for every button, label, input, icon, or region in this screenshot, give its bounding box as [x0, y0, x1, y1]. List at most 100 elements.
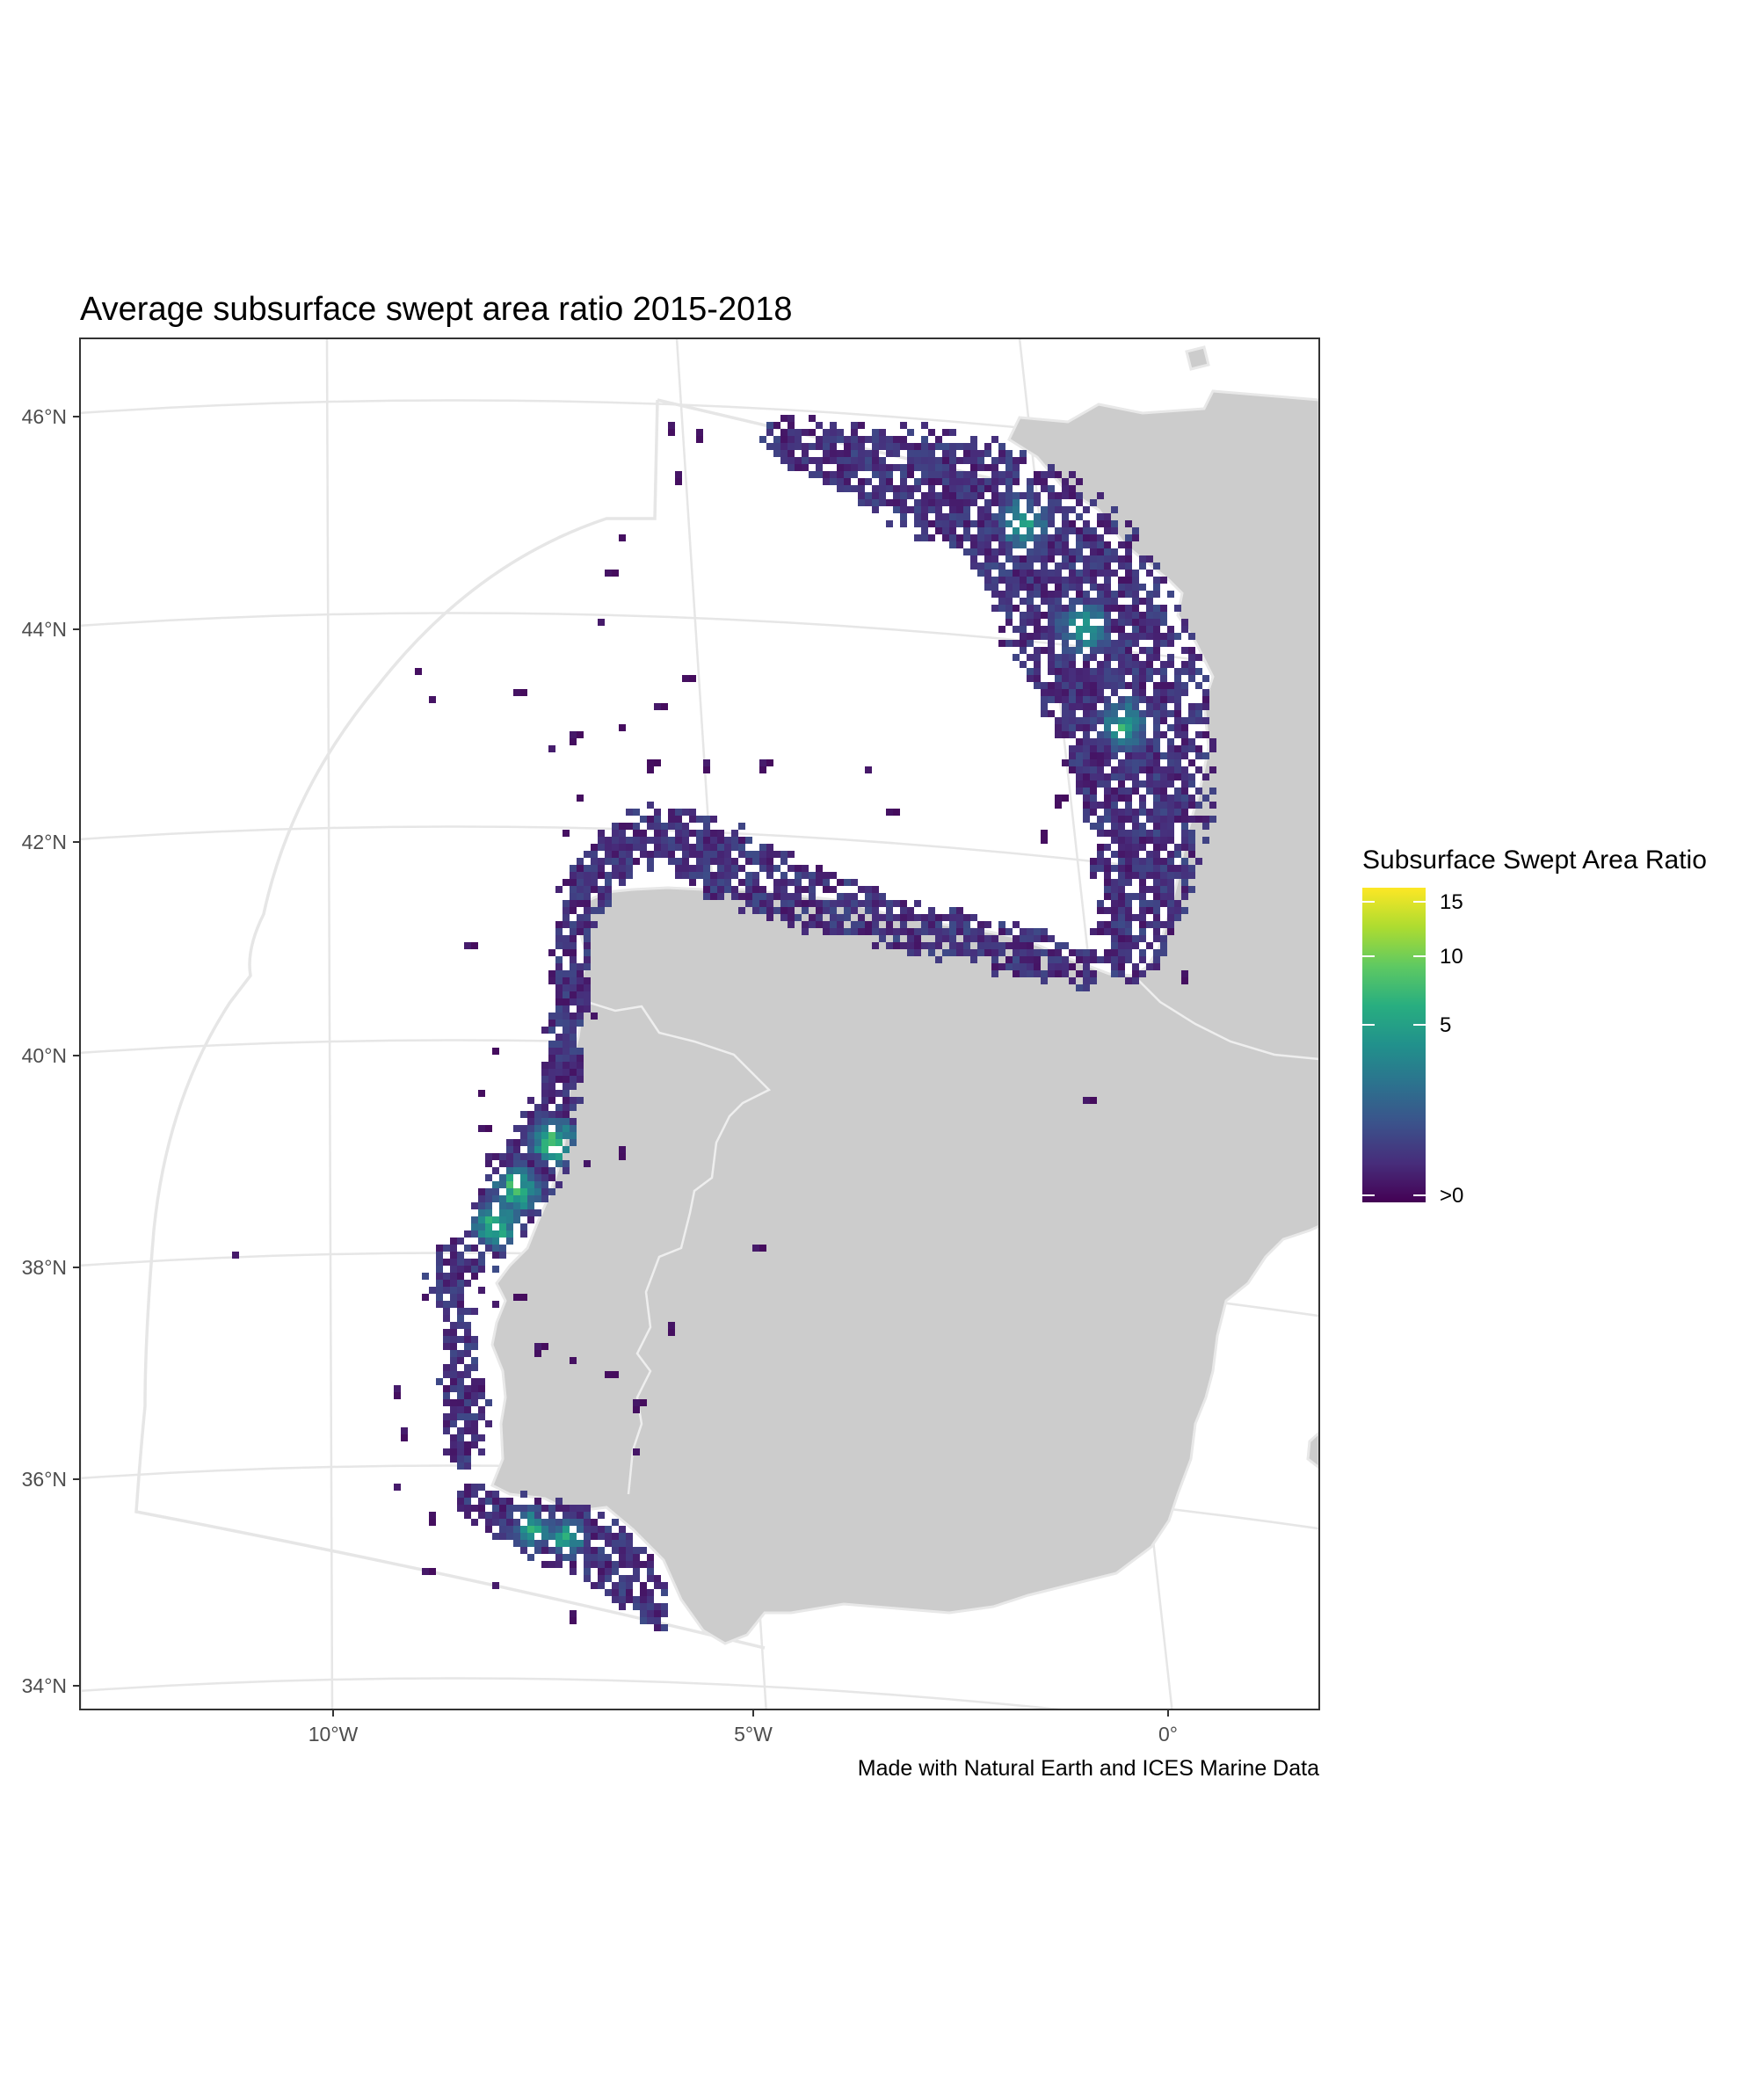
heatmap-cell — [506, 1202, 513, 1209]
heatmap-cell — [879, 900, 886, 907]
heatmap-cell — [471, 1336, 478, 1343]
heatmap-cell — [949, 935, 956, 942]
heatmap-cell — [1132, 598, 1139, 605]
heatmap-cell — [1167, 724, 1174, 731]
heatmap-cell — [1181, 830, 1188, 837]
heatmap-cell — [998, 534, 1005, 541]
heatmap-cell — [970, 928, 977, 935]
heatmap-cell — [619, 1596, 626, 1603]
heatmap-cell — [527, 1146, 534, 1153]
heatmap-cell — [1076, 612, 1083, 619]
heatmap-cell — [1167, 752, 1174, 759]
heatmap-cell — [1160, 837, 1167, 844]
heatmap-cell — [1146, 647, 1153, 654]
heatmap-cell — [457, 1463, 464, 1470]
heatmap-cell — [977, 949, 984, 956]
heatmap-cell — [499, 1181, 506, 1188]
heatmap-cell — [1146, 837, 1153, 844]
heatmap-cell — [1041, 710, 1048, 717]
heatmap-cell — [809, 900, 816, 907]
heatmap-cell — [534, 1526, 541, 1533]
heatmap-cell — [605, 851, 612, 858]
heatmap-cell — [1013, 963, 1020, 970]
heatmap-cell — [984, 555, 991, 563]
heatmap-cell — [1104, 675, 1111, 682]
heatmap-cell — [1132, 717, 1139, 724]
heatmap-cell — [780, 858, 788, 865]
heatmap-cell — [570, 1610, 577, 1617]
heatmap-cell — [1139, 921, 1146, 928]
heatmap-cell — [1062, 605, 1069, 612]
heatmap-cell — [872, 928, 879, 935]
heatmap-cell — [661, 1603, 668, 1610]
heatmap-cell — [478, 1230, 485, 1238]
heatmap-cell — [886, 907, 893, 914]
heatmap-cell — [879, 464, 886, 471]
heatmap-cell — [1041, 591, 1048, 598]
heatmap-cell — [605, 1568, 612, 1575]
heatmap-cell — [963, 450, 970, 457]
heatmap-cell — [1083, 1097, 1090, 1104]
france-spain-border — [1133, 975, 1319, 1061]
heatmap-cell — [527, 1111, 534, 1118]
heatmap-cell — [1146, 703, 1153, 710]
heatmap-cell — [1111, 598, 1118, 605]
heatmap-cell — [802, 429, 809, 436]
heatmap-cell — [471, 1420, 478, 1427]
heatmap-cell — [696, 816, 703, 823]
heatmap-cell — [1069, 598, 1076, 605]
heatmap-cell — [450, 1287, 457, 1294]
heatmap-cell — [1090, 633, 1097, 640]
heatmap-cell — [513, 1167, 520, 1174]
heatmap-cell — [1139, 696, 1146, 703]
heatmap-cell — [1160, 893, 1167, 900]
heatmap-cell — [1132, 654, 1139, 661]
heatmap-cell — [401, 1434, 408, 1441]
heatmap-cell — [513, 1160, 520, 1167]
heatmap-cell — [584, 886, 591, 893]
heatmap-cell — [436, 1378, 443, 1385]
heatmap-cell — [513, 1139, 520, 1146]
heatmap-cell — [780, 914, 788, 921]
heatmap-cell — [802, 865, 809, 872]
heatmap-cell — [563, 1519, 570, 1526]
heatmap-cell — [457, 1491, 464, 1498]
heatmap-cell — [1167, 886, 1174, 893]
heatmap-cell — [555, 956, 563, 963]
heatmap-cell — [1125, 731, 1132, 738]
heatmap-cell — [478, 1385, 485, 1392]
heatmap-cell — [541, 1174, 548, 1181]
heatmap-cell — [1062, 612, 1069, 619]
heatmap-cell — [858, 921, 865, 928]
heatmap-cell — [1125, 935, 1132, 942]
heatmap-cell — [1083, 752, 1090, 759]
heatmap-cell — [1160, 816, 1167, 823]
heatmap-cell — [1076, 478, 1083, 485]
heatmap-cell — [570, 1013, 577, 1020]
heatmap-cell — [1104, 795, 1111, 802]
heatmap-cell — [788, 914, 795, 921]
heatmap-cell — [865, 886, 872, 893]
heatmap-cell — [998, 506, 1005, 513]
heatmap-cell — [928, 949, 935, 956]
heatmap-cell — [1111, 555, 1118, 563]
heatmap-cell — [1090, 780, 1097, 788]
heatmap-cell — [1097, 710, 1104, 717]
heatmap-cell — [598, 830, 605, 837]
heatmap-cell — [752, 872, 759, 879]
heatmap-cell — [1181, 795, 1188, 802]
heatmap-cell — [1097, 584, 1104, 591]
heatmap-cell — [457, 1392, 464, 1399]
heatmap-cell — [1097, 647, 1104, 654]
heatmap-cell — [577, 963, 584, 970]
heatmap-cell — [548, 1076, 555, 1083]
heatmap-cell — [914, 935, 921, 942]
heatmap-cell — [1005, 598, 1013, 605]
heatmap-cell — [577, 1547, 584, 1554]
heatmap-cell — [541, 1118, 548, 1125]
heatmap-cell — [548, 1561, 555, 1568]
heatmap-cell — [1027, 520, 1034, 527]
heatmap-cell — [457, 1448, 464, 1455]
heatmap-cell — [1174, 844, 1181, 851]
heatmap-cell — [1034, 612, 1041, 619]
